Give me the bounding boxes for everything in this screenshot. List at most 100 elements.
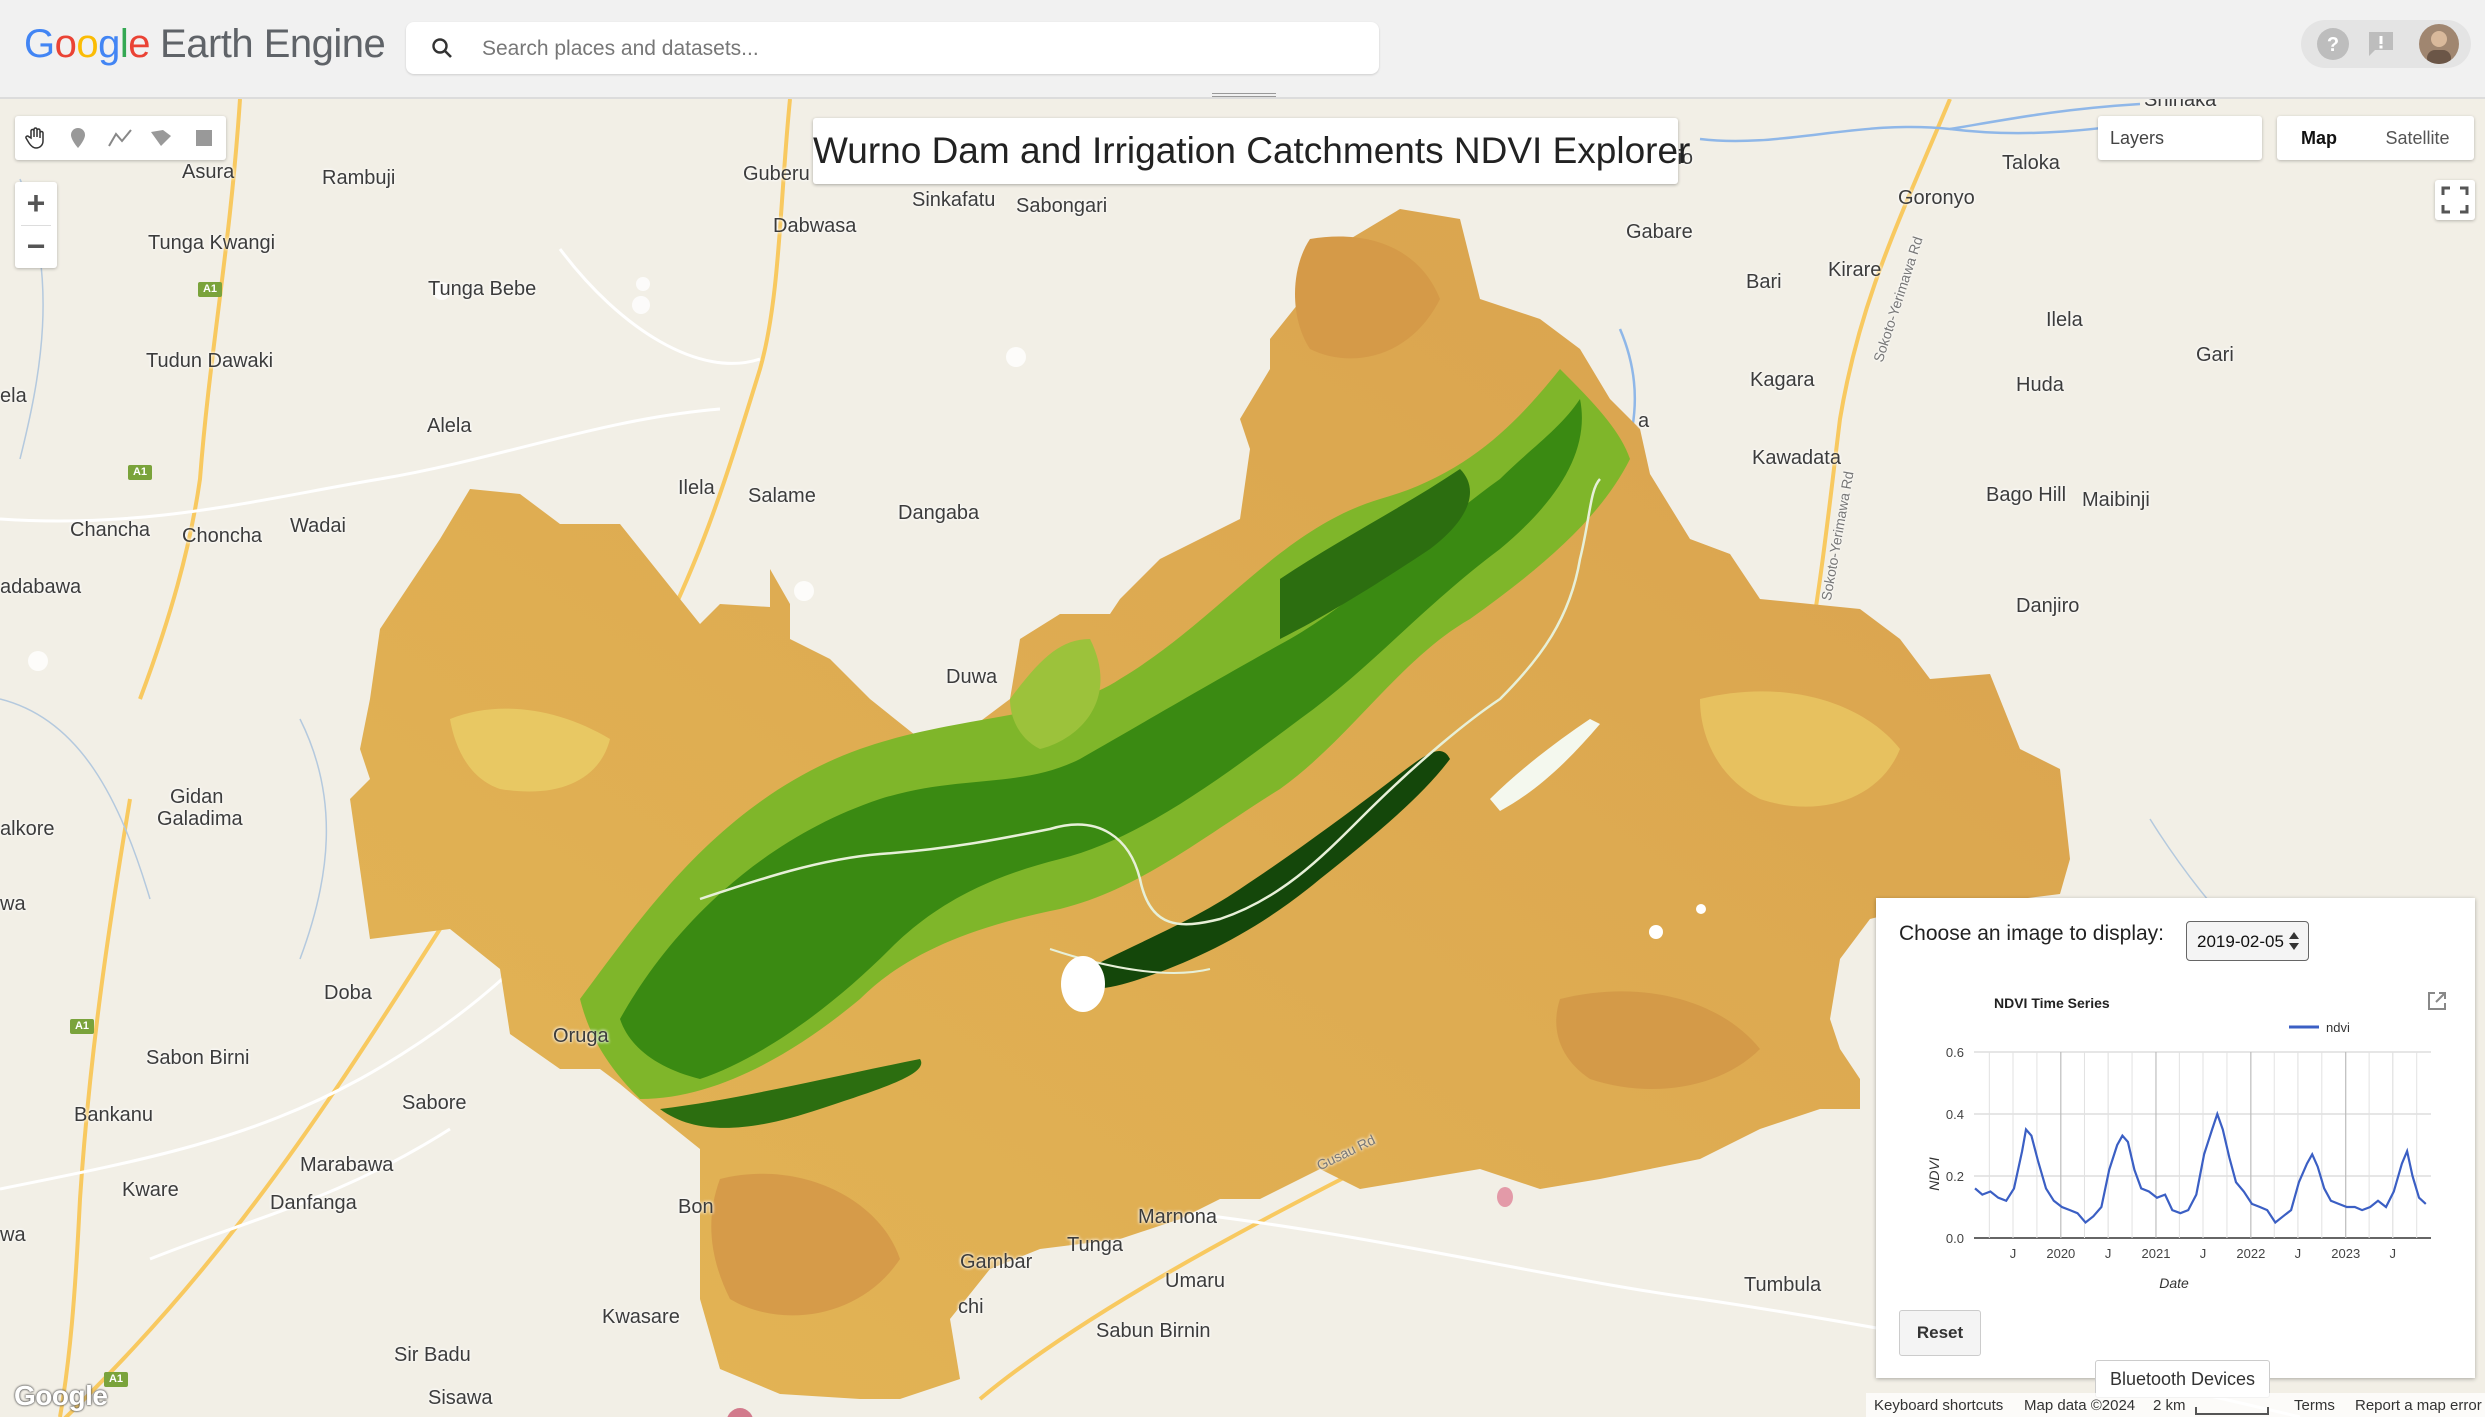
y-tick-label: 0.4 [1946,1107,1964,1122]
open-in-new-icon[interactable] [2426,990,2448,1012]
earth-engine-logo[interactable]: Google Earth Engine [24,22,386,66]
place-label: Ilela [678,477,715,499]
place-label: Sisawa [428,1387,493,1409]
place-label: Tunga Bebe [428,278,537,300]
place-label: Duwa [946,666,998,688]
help-icon[interactable]: ? [2317,28,2349,60]
product-name: Earth Engine [160,22,386,66]
reset-button[interactable]: Reset [1899,1310,1981,1356]
place-label: Bari [1746,271,1782,293]
x-tick-label: J [2200,1246,2207,1261]
fullscreen-button[interactable] [2435,180,2475,220]
y-tick-label: 0.2 [1946,1169,1964,1184]
place-label: Tunga [1067,1234,1123,1256]
place-label: Tumbula [1744,1274,1822,1296]
zoom-control: + − [15,182,57,268]
place-label: Sir Badu [394,1344,471,1366]
highway-shield: A1 [128,465,152,480]
ndvi-series-line [1974,1110,2427,1225]
terms-link[interactable]: Terms [2294,1397,2335,1414]
x-tick-label: J [2105,1246,2112,1261]
place-label: Galadima [157,808,243,830]
place-label: Kwasare [602,1306,680,1328]
place-label: Taloka [2002,152,2060,174]
basemap [0,99,2485,1417]
keyboard-shortcuts-link[interactable]: Keyboard shortcuts [1874,1397,2004,1414]
place-label: Dangaba [898,502,980,524]
polygon-tool-icon[interactable] [141,116,183,160]
x-tick-label: J [2295,1246,2302,1261]
place-label: a [1638,410,1650,432]
zoom-in-button[interactable]: + [26,185,46,221]
legend-label: ndvi [2326,1020,2350,1035]
search-icon [432,38,452,58]
place-label: Danfanga [270,1192,357,1214]
place-label: Marnona [1138,1206,1217,1228]
scale-label: 2 km [2153,1397,2186,1414]
x-axis-label: Date [2159,1275,2189,1291]
y-tick-label: 0.0 [1946,1231,1964,1246]
place-label: jio [1673,147,1694,169]
search-box[interactable] [406,22,1379,74]
place-label: Guberu [743,163,810,185]
place-label: Bankanu [74,1104,153,1126]
chart-legend: ndvi [2289,1020,2350,1035]
place-label: Sinkafatu [912,189,996,211]
date-select[interactable]: 2019-02-05 [2186,921,2309,961]
place-label: Bago Hill [1986,484,2067,506]
select-arrows-icon [2289,932,2299,950]
place-label: Kirare [1828,259,1882,281]
x-tick-label: J [2010,1246,2017,1261]
drawing-tools [15,116,226,160]
place-label: Kware [122,1179,179,1201]
x-tick-label: 2020 [2046,1246,2075,1261]
place-label: Sabongari [1016,195,1108,217]
x-tick-label: 2022 [2236,1246,2265,1261]
place-label: Maibinji [2082,489,2150,511]
place-label: Bon [678,1196,714,1218]
scale-bar [2195,1407,2269,1415]
place-label: Gidan [170,786,224,808]
panel-splitter-handle[interactable] [1212,92,1276,100]
line-tool-icon[interactable] [99,116,141,160]
marker-icon[interactable] [57,116,99,160]
google-logo: Google [14,1380,108,1411]
ndvi-chart: NDVI Time Series ndvi 0.0 0.2 0.4 0.6 J 2020… [1926,995,2431,1291]
place-label: Sabore [402,1092,467,1114]
pan-hand-icon[interactable] [15,116,57,160]
map-type-map-button[interactable]: Map [2301,128,2337,148]
place-label: Gabare [1626,221,1693,243]
tooltip: Bluetooth Devices [2095,1360,2270,1398]
zoom-out-button[interactable]: − [26,228,46,264]
fullscreen-icon [2441,186,2469,214]
y-axis-label: NDVI [1926,1157,1942,1191]
place-label: Danjiro [2016,595,2080,617]
place-label: Sabun Birnin [1096,1320,1211,1342]
place-label: Umaru [1165,1270,1226,1292]
layers-button[interactable]: Layers [2098,116,2262,160]
place-label: Dabwasa [773,215,857,237]
place-label: Gari [2196,344,2234,366]
place-label: alkore [0,818,55,840]
place-label: Choncha [182,525,263,547]
report-map-error-link[interactable]: Report a map error [2355,1397,2482,1414]
place-label: Salame [748,485,816,507]
place-label: Doba [324,982,372,1004]
place-label: adabawa [0,576,82,598]
place-label: Tunga Kwangi [148,232,276,254]
place-label: Asura [182,161,235,183]
place-label: Oruga [553,1025,609,1047]
place-label: Sabon Birni [146,1047,250,1069]
highway-shield: A1 [198,282,222,297]
feedback-icon[interactable] [2365,28,2397,60]
map-type-satellite-button[interactable]: Satellite [2385,128,2450,148]
highway-shield: A1 [70,1019,94,1034]
avatar[interactable] [2419,24,2459,64]
rectangle-tool-icon[interactable] [183,116,225,160]
map-canvas[interactable]: A1 A1 A1 A1 Asura Rambuji Guberu Sinkafa… [0,99,2485,1417]
search-input[interactable] [480,30,1344,68]
y-axis-ticks: 0.0 0.2 0.4 0.6 [1946,1045,1964,1246]
place-label: Gambar [960,1251,1033,1273]
svg-text:?: ? [2327,34,2339,56]
